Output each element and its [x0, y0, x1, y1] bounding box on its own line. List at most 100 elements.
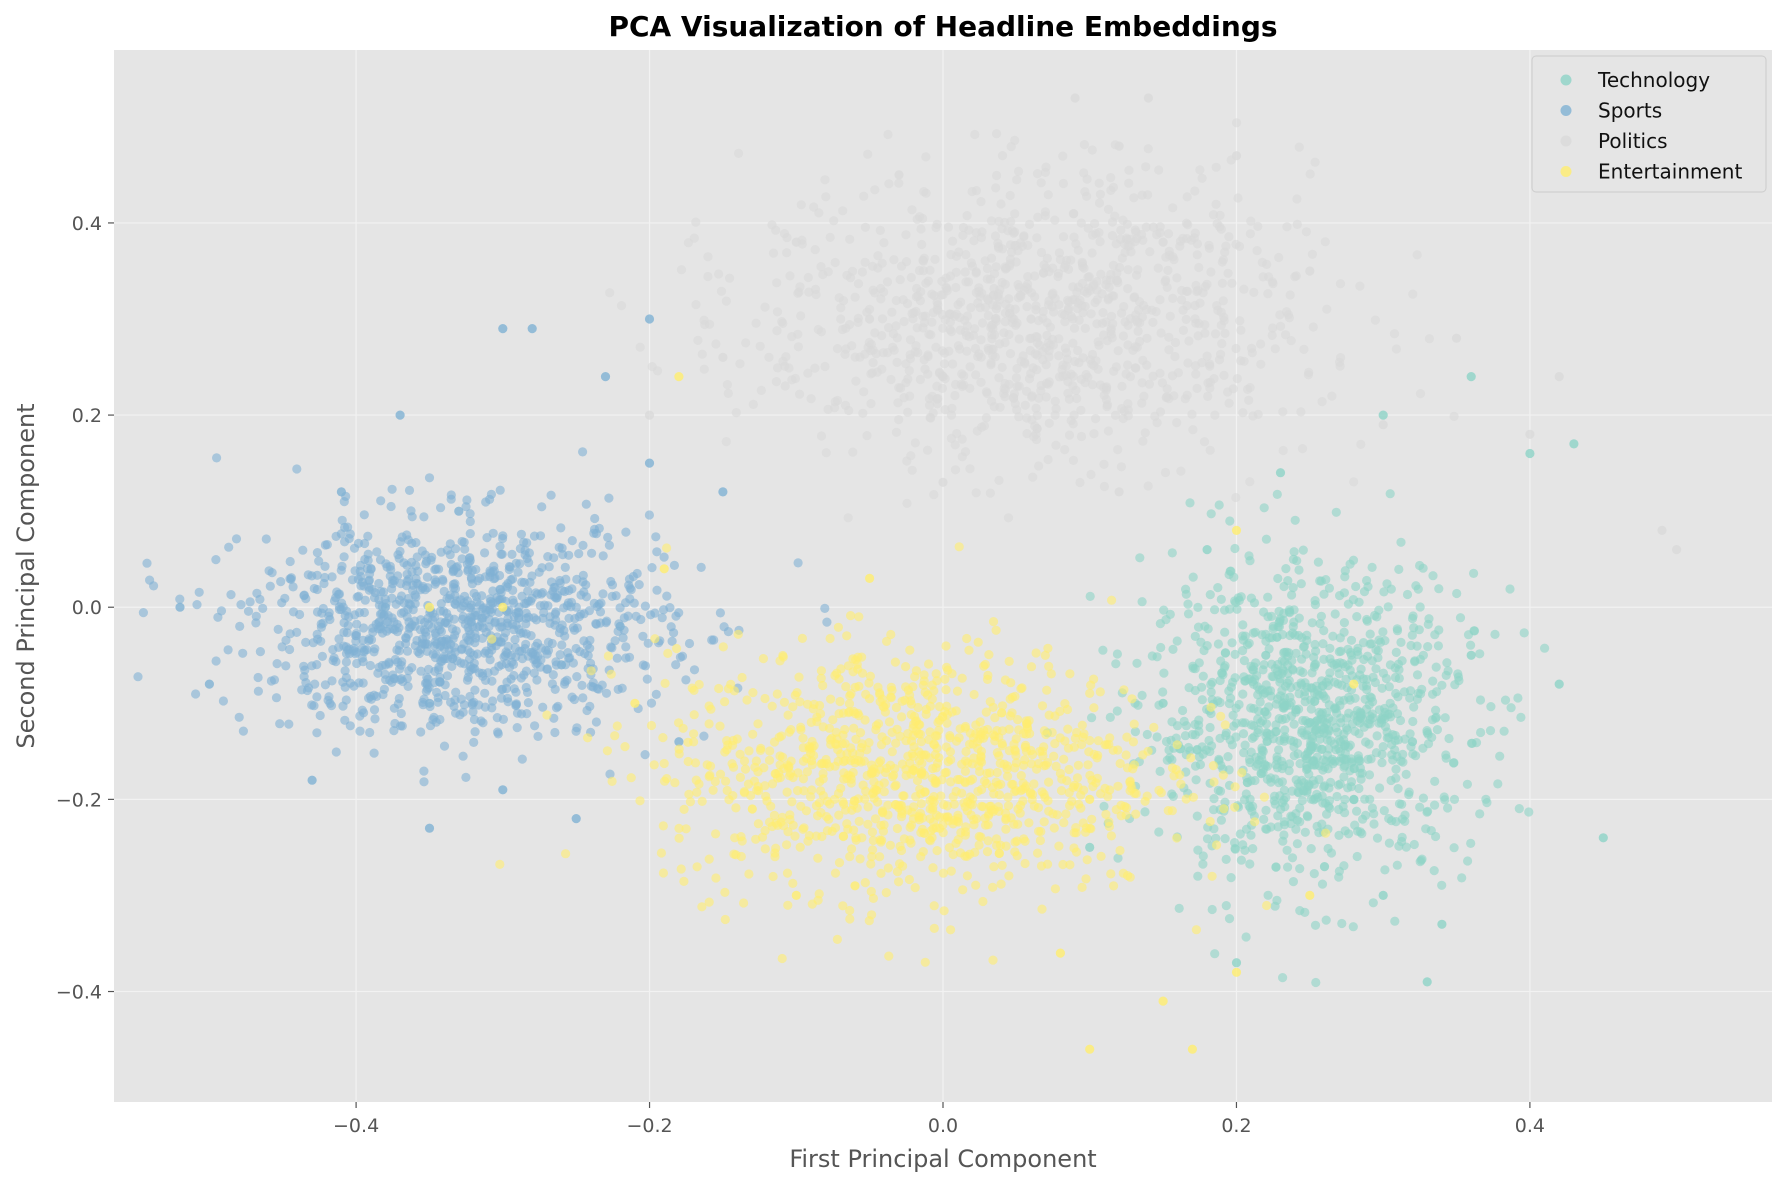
point-politics [1356, 439, 1366, 449]
point-technology [1358, 814, 1368, 824]
point-politics [1202, 351, 1212, 361]
point-politics [859, 191, 869, 201]
point-entertainment [612, 721, 622, 731]
point-entertainment [1081, 874, 1091, 884]
point-entertainment [825, 762, 835, 772]
point-sports [461, 502, 471, 512]
point-politics [1236, 356, 1246, 366]
point-entertainment [1069, 742, 1079, 752]
point-entertainment [875, 688, 885, 698]
point-technology [1306, 683, 1316, 693]
point-politics [977, 422, 987, 432]
point-entertainment [1071, 828, 1081, 838]
point-politics [1133, 326, 1143, 336]
point-technology [1200, 621, 1210, 631]
point-sports [337, 598, 347, 608]
point-technology [1206, 679, 1216, 690]
point-sports [510, 642, 520, 653]
point-sports [495, 541, 505, 551]
point-sports [430, 666, 440, 677]
point-sports [601, 618, 611, 628]
point-entertainment [1115, 758, 1125, 769]
point-technology [1321, 915, 1331, 925]
point-technology [1413, 584, 1423, 594]
point-entertainment [799, 823, 809, 833]
point-technology [1397, 799, 1407, 810]
point-sports [517, 577, 527, 587]
point-technology [1087, 713, 1097, 723]
point-sports [384, 624, 394, 634]
point-politics [1202, 279, 1212, 289]
point-politics [1103, 204, 1114, 214]
data-point-technology-13 [1378, 410, 1388, 420]
point-politics [884, 323, 894, 333]
point-entertainment [1037, 904, 1047, 914]
point-entertainment [882, 636, 892, 647]
point-sports [638, 660, 648, 670]
point-sports [651, 532, 661, 542]
point-entertainment [1175, 770, 1185, 780]
point-politics [1109, 366, 1119, 376]
point-politics [926, 330, 936, 340]
point-technology [1350, 726, 1360, 736]
point-entertainment [689, 737, 699, 747]
point-entertainment [973, 786, 983, 796]
point-politics [1032, 365, 1042, 375]
point-sports [317, 651, 327, 662]
point-sports [618, 633, 628, 643]
point-politics [1267, 330, 1277, 340]
point-politics [1310, 157, 1320, 167]
data-point-sports-14 [718, 487, 728, 497]
point-politics [894, 415, 904, 425]
point-politics [974, 349, 984, 359]
point-politics [1123, 405, 1133, 415]
point-entertainment [768, 871, 778, 882]
point-politics [693, 335, 703, 345]
point-politics [956, 379, 966, 389]
data-point-technology-10 [1085, 842, 1095, 853]
point-entertainment [1000, 675, 1011, 685]
point-entertainment [838, 730, 848, 740]
point-politics [971, 370, 981, 380]
point-politics [1274, 252, 1284, 263]
point-politics [1019, 231, 1029, 241]
point-technology [1271, 862, 1281, 872]
point-entertainment [975, 727, 985, 737]
point-technology [1249, 732, 1259, 742]
point-entertainment [774, 732, 784, 742]
point-politics [1020, 400, 1030, 410]
point-entertainment [731, 803, 741, 813]
point-entertainment [683, 756, 693, 767]
point-technology [1288, 877, 1298, 887]
point-technology [1230, 838, 1240, 848]
point-sports [532, 675, 542, 685]
point-entertainment [932, 810, 942, 820]
data-point-politics-12 [718, 352, 728, 362]
point-technology [1307, 756, 1318, 766]
point-technology [1398, 749, 1408, 760]
point-technology [1238, 689, 1248, 699]
point-politics [923, 445, 933, 455]
point-politics [816, 262, 826, 272]
point-technology [1204, 735, 1214, 746]
point-entertainment [969, 689, 979, 700]
point-entertainment [928, 863, 938, 873]
point-politics [697, 349, 707, 359]
point-technology [1466, 838, 1476, 849]
point-politics [838, 296, 849, 306]
point-sports [569, 625, 580, 635]
data-point-sports-13 [644, 458, 655, 468]
point-entertainment [708, 785, 718, 795]
point-politics [969, 236, 979, 246]
point-politics [1153, 263, 1163, 273]
point-entertainment [824, 814, 834, 824]
point-entertainment [646, 720, 657, 731]
point-technology [1271, 699, 1281, 709]
point-sports [497, 549, 507, 559]
point-politics [1118, 215, 1128, 225]
point-entertainment [853, 708, 863, 719]
point-entertainment [783, 710, 793, 720]
point-politics [943, 222, 954, 232]
point-entertainment [753, 819, 764, 829]
point-sports [284, 719, 294, 729]
